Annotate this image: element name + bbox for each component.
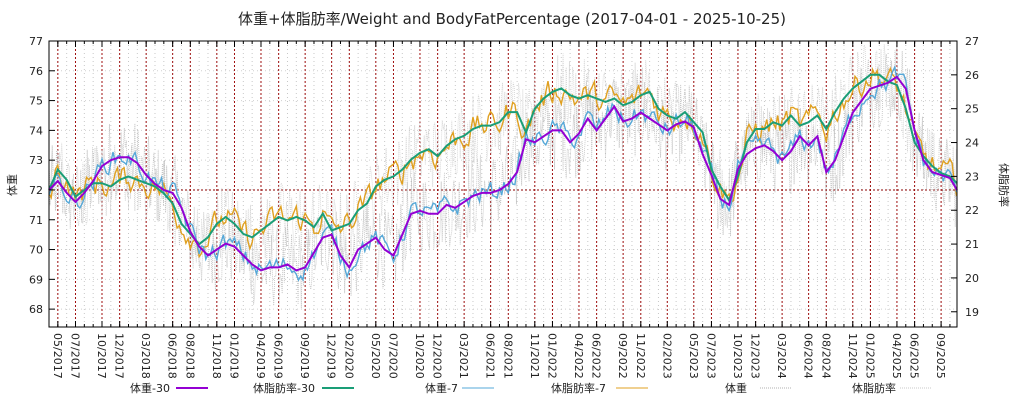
legend-label: 体重 bbox=[725, 381, 747, 395]
x-tick-label: 10/2017 bbox=[95, 333, 108, 379]
legend: 体重-30 体脂肪率-30 体重-7 体脂肪率-7 体重 体脂肪率 bbox=[130, 381, 932, 395]
x-tick-label: 10/2023 bbox=[731, 333, 744, 379]
y-tick-label: 75 bbox=[29, 95, 43, 108]
y2-tick-label: 23 bbox=[965, 170, 979, 183]
x-tick-label: 04/2019 bbox=[254, 333, 267, 379]
axes: 68 69 70 71 72 73 74 75 76 77 19 20 21 22 23 24 25 26 27 05… bbox=[29, 35, 979, 379]
y2-tick-label: 27 bbox=[965, 35, 979, 48]
x-tick-label: 09/2022 bbox=[616, 333, 629, 379]
y2-tick-label: 19 bbox=[965, 306, 979, 319]
x-tick-label: 02/2023 bbox=[660, 333, 673, 379]
x-tick-label: 12/2020 bbox=[431, 333, 444, 379]
y2-tick-label: 26 bbox=[965, 69, 979, 82]
x-tick-label: 11/2018 bbox=[210, 333, 223, 379]
y-tick-label: 76 bbox=[29, 65, 43, 78]
x-tick-label: 09/2019 bbox=[298, 333, 311, 379]
x-tick-label: 04/2022 bbox=[572, 333, 585, 379]
y-tick-label: 77 bbox=[29, 35, 43, 48]
legend-label: 体重-7 bbox=[425, 381, 458, 395]
x-tick-label: 06/2019 bbox=[272, 333, 285, 379]
legend-label: 体脂肪率-7 bbox=[551, 381, 606, 395]
x-tick-label: 12/2019 bbox=[325, 333, 338, 379]
x-tick-label: 11/2022 bbox=[634, 333, 647, 379]
x-tick-label: 08/2024 bbox=[819, 333, 832, 379]
series-line-weight-raw bbox=[48, 42, 957, 309]
y-tick-label: 68 bbox=[29, 303, 43, 316]
x-tick-label: 05/2020 bbox=[369, 333, 382, 379]
legend-label: 体脂肪率-30 bbox=[253, 381, 315, 395]
raw-series-layer bbox=[48, 42, 957, 309]
x-tick-label: 11/2024 bbox=[846, 333, 859, 379]
y-tick-label: 70 bbox=[29, 244, 43, 257]
series-line-bodyfat-raw bbox=[48, 44, 957, 274]
x-tick-label: 01/2019 bbox=[227, 333, 240, 379]
x-tick-label: 08/2021 bbox=[501, 333, 514, 379]
chart-title: 体重+体脂肪率/Weight and BodyFatPercentage (20… bbox=[238, 10, 786, 28]
x-tick-label: 07/2023 bbox=[704, 333, 717, 379]
legend-label: 体脂肪率 bbox=[852, 381, 896, 395]
y-tick-label: 72 bbox=[29, 184, 43, 197]
y2-tick-label: 21 bbox=[965, 238, 979, 251]
x-tick-label: 08/2018 bbox=[183, 333, 196, 379]
x-tick-label: 06/2018 bbox=[166, 333, 179, 379]
x-tick-label: 12/2017 bbox=[113, 333, 126, 379]
y2-tick-label: 25 bbox=[965, 103, 979, 116]
x-tick-label: 01/2022 bbox=[545, 333, 558, 379]
x-tick-label: 03/2018 bbox=[139, 333, 152, 379]
smoothed-series-layer bbox=[48, 64, 958, 282]
plot-frame bbox=[48, 40, 958, 328]
x-tick-label: 12/2023 bbox=[749, 333, 762, 379]
y-tick-label: 71 bbox=[29, 214, 43, 227]
x-tick-label: 09/2025 bbox=[934, 333, 947, 379]
x-tick-label: 05/2017 bbox=[51, 333, 64, 379]
x-tick-label: 03/2021 bbox=[457, 333, 470, 379]
x-tick-label: 06/2024 bbox=[802, 333, 815, 379]
x-tick-label: 06/2022 bbox=[590, 333, 603, 379]
series-line-bodyfat-30 bbox=[48, 73, 958, 246]
x-tick-label: 11/2021 bbox=[528, 333, 541, 379]
y2-axis-label: 体脂肪率 bbox=[997, 163, 1011, 207]
x-tick-label: 07/2017 bbox=[68, 333, 81, 379]
x-tick-label: 07/2020 bbox=[386, 333, 399, 379]
x-tick-label: 02/2020 bbox=[342, 333, 355, 379]
x-tick-label: 10/2020 bbox=[413, 333, 426, 379]
y2-tick-label: 24 bbox=[965, 137, 979, 150]
x-tick-label: 06/2021 bbox=[484, 333, 497, 379]
x-tick-label: 03/2024 bbox=[775, 333, 788, 379]
x-tick-label: 01/2025 bbox=[863, 333, 876, 379]
legend-label: 体重-30 bbox=[130, 381, 170, 395]
y-tick-label: 73 bbox=[29, 154, 43, 167]
y2-tick-label: 22 bbox=[965, 204, 979, 217]
y2-tick-label: 20 bbox=[965, 272, 979, 285]
x-tick-label: 06/2025 bbox=[908, 333, 921, 379]
x-tick-label: 04/2025 bbox=[890, 333, 903, 379]
x-tick-label: 05/2023 bbox=[687, 333, 700, 379]
y-axis-label: 体重 bbox=[5, 174, 19, 196]
y-tick-label: 74 bbox=[29, 124, 43, 137]
y-tick-label: 69 bbox=[29, 273, 43, 286]
series-line-bodyfat-7 bbox=[48, 66, 958, 259]
series-line-weight-30 bbox=[48, 75, 958, 272]
